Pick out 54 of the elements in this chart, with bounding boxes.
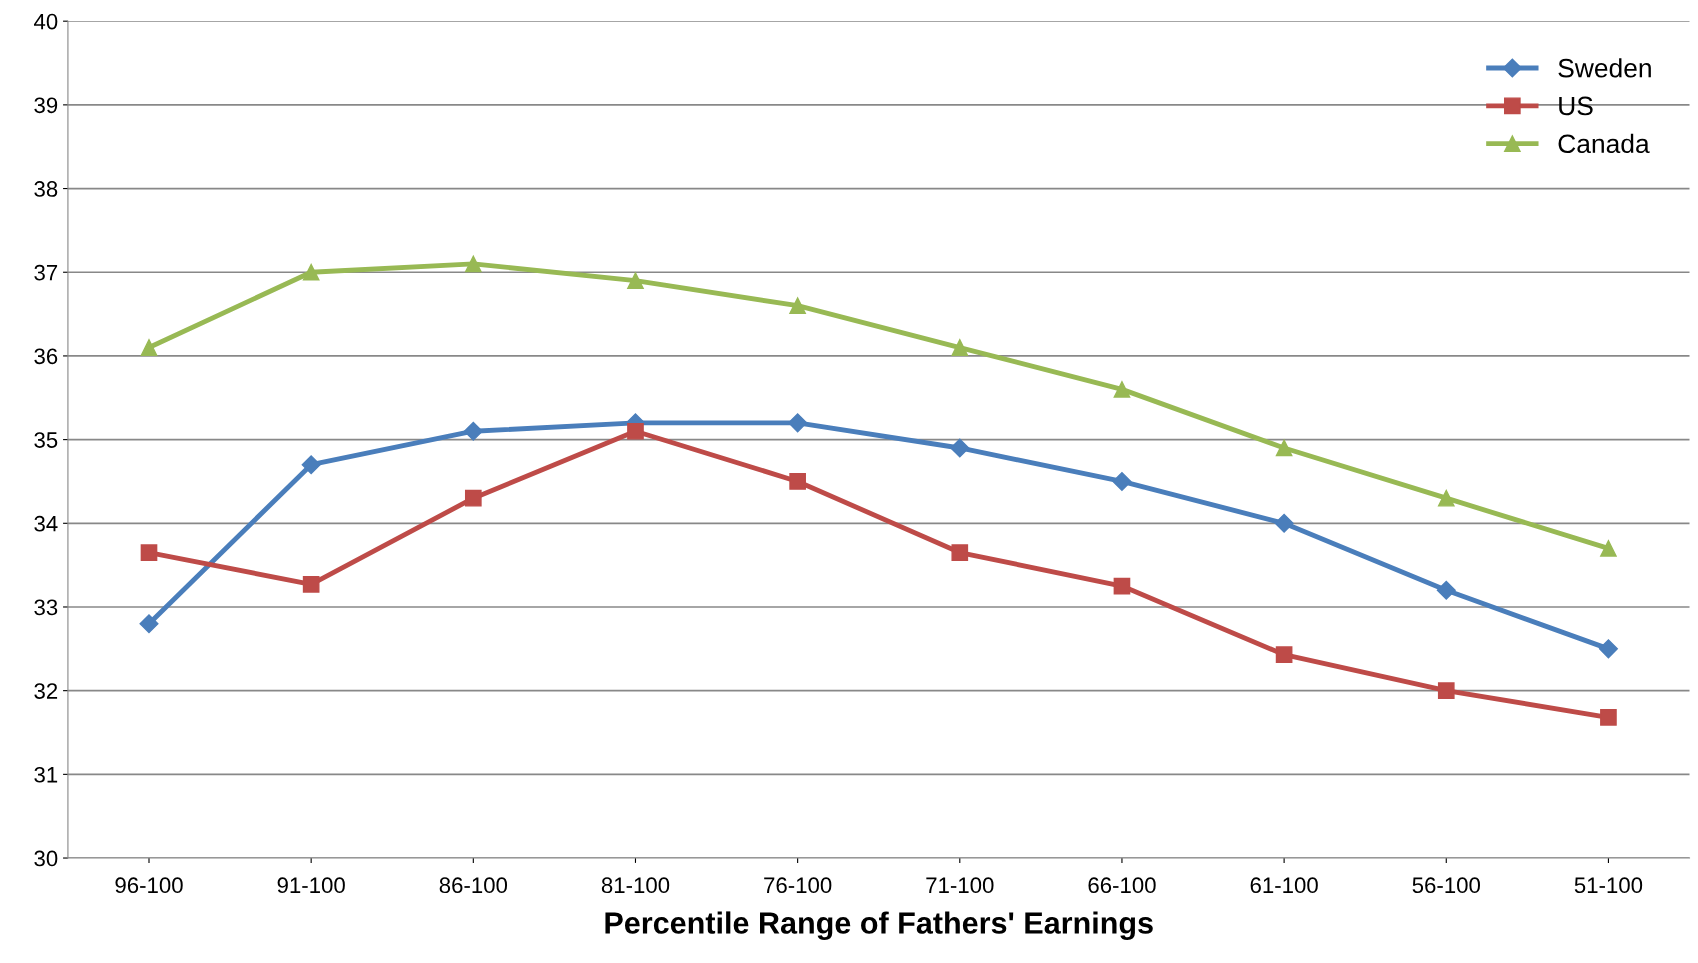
x-tick-label: 76-100: [764, 877, 832, 894]
point: [464, 255, 482, 273]
y-tick-label: 37: [34, 264, 58, 281]
y-tick-label: 36: [34, 348, 58, 365]
x-tick-label: 56-100: [1412, 877, 1480, 894]
point: [627, 422, 644, 440]
point: [788, 413, 808, 433]
point: [789, 473, 806, 490]
point: [627, 272, 644, 289]
point: [1274, 513, 1294, 533]
y-tick-label: 35: [34, 432, 58, 448]
point: [1113, 577, 1131, 595]
point: [301, 455, 321, 475]
y-tick-label: 30: [34, 850, 58, 867]
point: [302, 263, 320, 281]
point: [139, 614, 159, 634]
x-tick-label: 96-100: [115, 877, 183, 894]
legend-label: Canada: [1558, 133, 1650, 154]
point: [951, 339, 969, 356]
point: [1600, 540, 1617, 557]
x-tick-label: 51-100: [1574, 877, 1643, 894]
x-tick-label: 91-100: [277, 877, 345, 894]
y-tick-label: 34: [34, 515, 58, 532]
x-tick-label: 61-100: [1250, 877, 1318, 894]
point: [140, 544, 158, 561]
point: [1112, 471, 1132, 491]
point: [951, 544, 969, 561]
point: [1275, 646, 1293, 664]
x-tick-label: 71-100: [926, 877, 994, 894]
point: [1275, 439, 1293, 457]
y-tick-label: 31: [34, 766, 58, 783]
y-tick-label: 40: [33, 13, 58, 30]
x-axis-title: Percentile Range of Fathers' Earnings: [605, 911, 1153, 940]
point: [950, 438, 970, 458]
point: [789, 297, 806, 315]
point: [1436, 580, 1456, 600]
x-tick-label: 81-100: [601, 877, 670, 894]
point: [1437, 682, 1455, 699]
point: [1600, 709, 1617, 726]
y-tick-label: 32: [34, 683, 58, 699]
y-tick-label: 33: [34, 599, 58, 616]
point: [1437, 489, 1455, 507]
point: [464, 489, 482, 507]
x-tick-label: 86-100: [439, 877, 508, 894]
point: [1113, 381, 1131, 398]
y-tick-label: 39: [34, 97, 58, 114]
legend-label: Sweden: [1558, 58, 1651, 78]
point: [1598, 639, 1618, 659]
point: [140, 339, 158, 356]
legend-label: US: [1559, 96, 1593, 116]
point: [463, 421, 483, 441]
y-tick-label: 38: [34, 181, 58, 197]
point: [302, 576, 320, 593]
x-tick-label: 66-100: [1088, 877, 1156, 894]
